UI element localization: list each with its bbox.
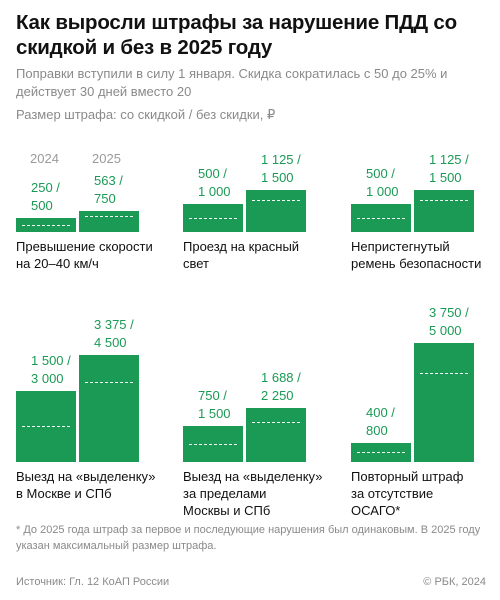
bar-2024 [16,218,76,232]
chart-subtitle: Поправки вступили в силу 1 января. Скидк… [16,66,448,99]
value-label-2025: 3 750 / 5 000 [429,304,469,340]
category-label-line: на 20–40 км/ч [16,256,99,271]
category-label-line: в Москве и СПб [16,486,112,501]
panel-6: 400 / 800 3 750 / 5 000 Повторный штраф за от… [351,300,500,580]
source-note: Источник: Гл. 12 КоАП России [16,576,170,588]
value-label-line: 1 000 [366,184,399,199]
value-label-line: 400 / [366,405,395,420]
panel-3: 500 / 1 000 1 125 / 1 500 Непристегнутый реме… [351,130,500,410]
discount-marker [189,444,237,445]
footnote: * До 2025 года штраф за первое и последу… [16,524,481,552]
category-label-line: Непристегнутый [351,239,450,254]
value-label-line: 4 500 [94,335,127,350]
discount-marker [22,426,70,427]
discount-marker [357,218,405,219]
panel-5: 750 / 1 500 1 688 / 2 250 Выезд на «выделенк… [183,300,343,580]
value-label-2024: 1 500 / 3 000 [31,352,71,388]
category-label-line: Проезд на красный [183,239,300,254]
value-label-2025: 1 688 / 2 250 [261,369,301,405]
year-label-2025: 2025 [92,151,121,166]
value-label-line: 2 250 [261,388,294,403]
category-label-line: ОСАГО* [351,503,401,518]
value-label-2024: 500 / 1 000 [198,165,231,201]
value-label-line: 1 500 [429,170,462,185]
value-label-line: 3 375 / [94,317,134,332]
bar-2024 [351,443,411,462]
category-label-line: Москвы и СПб [183,503,271,518]
category-label-line: за пределами [183,486,267,501]
discount-marker [357,452,405,453]
discount-marker [252,200,300,201]
units-label: Размер штрафа: со скидкой / без скидки, … [16,107,276,122]
category-label: Непристегнутый ремень безопасности [351,238,500,272]
copyright-note: © РБК, 2024 [423,576,486,588]
discount-marker [420,373,468,374]
value-label-line: 1 125 / [261,152,301,167]
value-label-2024: 750 / 1 500 [198,387,231,423]
panel-1: 250 / 500 563 / 750 Превышение скорости на 20… [16,130,176,410]
value-label-2025: 563 / 750 [94,172,123,208]
panel-2: 500 / 1 000 1 125 / 1 500 Проезд на красный с… [183,130,343,410]
bar-2024 [351,204,411,232]
category-label: Проезд на красный свет [183,238,343,272]
value-label-line: 1 500 [261,170,294,185]
value-label-line: 1 688 / [261,370,301,385]
value-label-line: 500 / [198,166,227,181]
discount-marker [420,200,468,201]
bar-2025 [246,190,306,232]
value-label-line: 1 000 [198,184,231,199]
value-label-line: 750 [94,191,116,206]
value-label-line: 1 125 / [429,152,469,167]
value-label-2024: 500 / 1 000 [366,165,399,201]
value-label-2025: 1 125 / 1 500 [429,151,469,187]
category-label-line: свет [183,256,210,271]
bar-2025 [79,211,139,232]
category-label-line: Повторный штраф [351,469,464,484]
category-label-line: за отсутствие [351,486,434,501]
value-label-line: 250 / [31,180,60,195]
discount-marker [85,216,133,217]
discount-marker [85,382,133,383]
category-label-line: Превышение скорости [16,239,153,254]
value-label-line: 800 [366,423,388,438]
value-label-2024: 250 / 500 [31,179,60,215]
value-label-line: 5 000 [429,323,462,338]
chart-title: Как выросли штрафы за нарушение ПДД со с… [16,11,457,59]
year-label-2024: 2024 [30,151,59,166]
category-label: Повторный штраф за отсутствие ОСАГО* [351,468,500,519]
category-label-line: Выезд на «выделенку» [183,469,323,484]
value-label-2025: 3 375 / 4 500 [94,316,134,352]
value-label-2024: 400 / 800 [366,404,395,440]
discount-marker [252,422,300,423]
category-label: Выезд на «выделенку» за пределами Москвы и… [183,468,343,519]
value-label-line: 500 / [366,166,395,181]
value-label-line: 1 500 [198,406,231,421]
bar-2024 [16,391,76,462]
category-label-line: ремень безопасности [351,256,482,271]
bar-2024 [183,426,243,462]
discount-marker [22,225,70,226]
bar-2024 [183,204,243,232]
category-label: Превышение скорости на 20–40 км/ч [16,238,176,272]
value-label-line: 500 [31,198,53,213]
value-label-line: 1 500 / [31,353,71,368]
discount-marker [189,218,237,219]
bar-2025 [414,190,474,232]
value-label-line: 3 000 [31,371,64,386]
value-label-line: 750 / [198,388,227,403]
bar-2025 [414,343,474,462]
value-label-line: 3 750 / [429,305,469,320]
panel-4: 1 500 / 3 000 3 375 / 4 500 Выезд на «выделе… [16,300,176,580]
category-label: Выезд на «выделенку» в Москве и СПб [16,468,176,502]
category-label-line: Выезд на «выделенку» [16,469,156,484]
bar-2025 [246,408,306,462]
value-label-2025: 1 125 / 1 500 [261,151,301,187]
value-label-line: 563 / [94,173,123,188]
bar-2025 [79,355,139,462]
